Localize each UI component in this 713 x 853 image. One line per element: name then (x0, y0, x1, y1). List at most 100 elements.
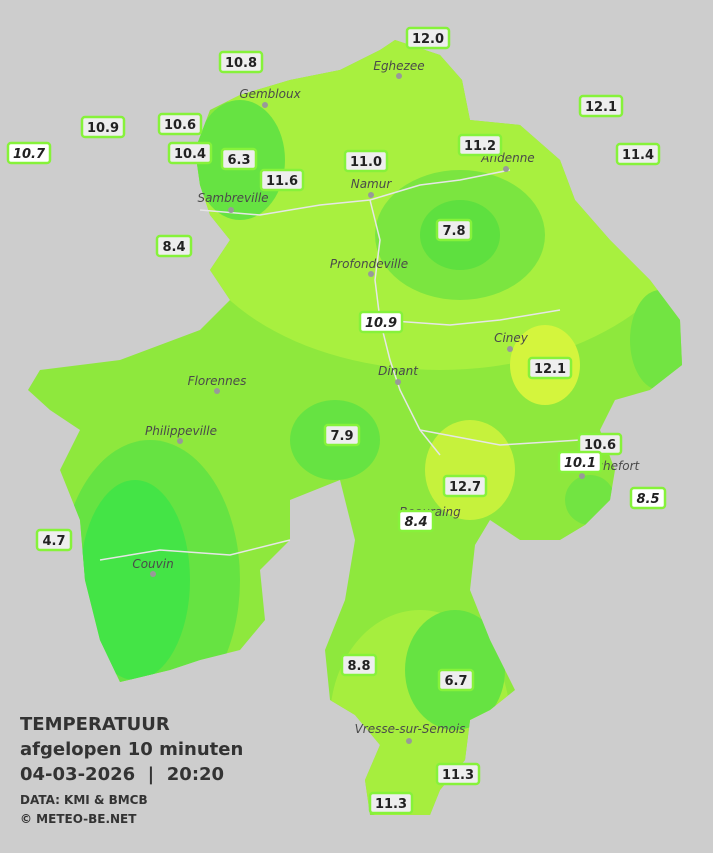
station: 12.1 (527, 356, 573, 380)
station: 11.0 (343, 149, 389, 173)
city-label: Sambreville (197, 191, 268, 205)
station: 10.4 (167, 141, 213, 165)
station: 10.6 (157, 112, 203, 136)
station-value: 10.8 (225, 56, 257, 71)
city-label: Eghezee (373, 59, 424, 73)
source: DATA: KMI & BMCB (20, 793, 148, 807)
station-value: 4.7 (42, 534, 65, 549)
station-box (405, 26, 451, 50)
station-value: 10.9 (365, 316, 397, 331)
station-box (259, 168, 305, 192)
station-value: 11.6 (266, 174, 298, 189)
station: 10.9 (358, 310, 404, 334)
station-value: 12.1 (585, 100, 617, 115)
station-box (218, 50, 264, 74)
station: 10.6 (577, 432, 623, 456)
station: 10.7 (6, 141, 52, 165)
station-value: 11.3 (442, 768, 474, 783)
station-value: 7.8 (442, 224, 465, 239)
city-label: Dinant (378, 364, 419, 378)
city-label: Gembloux (239, 87, 301, 101)
station-box (435, 762, 481, 786)
station-value: 8.4 (162, 240, 185, 255)
station-box (358, 310, 404, 334)
city-label: Ciney (494, 331, 529, 345)
station-value: 10.4 (174, 147, 206, 162)
station-value: 12.7 (449, 480, 481, 495)
station-box (340, 653, 378, 677)
title: TEMPERATUUR (20, 714, 170, 735)
city-dot (406, 738, 412, 744)
station-value: 8.4 (404, 515, 427, 530)
station: 4.7 (35, 528, 73, 552)
station: 8.8 (340, 653, 378, 677)
station-box (435, 218, 473, 242)
city-dot (395, 379, 401, 385)
station-value: 10.9 (87, 121, 119, 136)
station-box (155, 234, 193, 258)
station-value: 8.5 (636, 492, 659, 507)
station-box (629, 486, 667, 510)
subtitle: afgelopen 10 minuten (20, 739, 243, 760)
station: 10.1 (557, 450, 603, 474)
station: 11.2 (457, 133, 503, 157)
station-value: 7.9 (330, 429, 353, 444)
city-dot (214, 388, 220, 394)
city-label: Couvin (132, 557, 173, 571)
city-dot (262, 102, 268, 108)
station: 7.8 (435, 218, 473, 242)
station-value: 10.1 (564, 456, 596, 471)
station: 6.7 (437, 668, 475, 692)
station-box (80, 115, 126, 139)
station: 11.3 (435, 762, 481, 786)
station-value: 11.3 (375, 797, 407, 812)
station-box (323, 423, 361, 447)
station-box (6, 141, 52, 165)
station-value: 6.3 (227, 153, 250, 168)
station: 10.9 (80, 115, 126, 139)
city-dot (368, 192, 374, 198)
station-box (527, 356, 573, 380)
station-value: 12.0 (412, 32, 444, 47)
city-dot (150, 571, 156, 577)
station-box (457, 133, 503, 157)
station: 11.3 (368, 791, 414, 815)
station-box (442, 474, 488, 498)
station-box (167, 141, 213, 165)
station: 11.4 (615, 142, 661, 166)
station: 6.3 (220, 147, 258, 171)
station-value: 10.7 (13, 147, 46, 162)
station-box (578, 94, 624, 118)
station-box (220, 147, 258, 171)
station-box (35, 528, 73, 552)
station-value: 11.4 (622, 148, 654, 163)
city-label: Vresse-sur-Semois (355, 722, 466, 736)
city-label: Florennes (188, 374, 247, 388)
station-box (397, 509, 435, 533)
station-value: 6.7 (444, 674, 467, 689)
station: 8.4 (397, 509, 435, 533)
station-value: 10.6 (164, 118, 196, 133)
station-value: 12.1 (534, 362, 566, 377)
city-dot (396, 73, 402, 79)
city-label: Philippeville (145, 424, 217, 438)
timestamp: 04-03-2026 | 20:20 (20, 764, 224, 785)
station: 10.8 (218, 50, 264, 74)
city-dot (228, 207, 234, 213)
station-value: 11.0 (350, 155, 382, 170)
city-dot (368, 271, 374, 277)
station: 8.4 (155, 234, 193, 258)
station-box (368, 791, 414, 815)
city-dot (579, 473, 585, 479)
station-box (437, 668, 475, 692)
station: 8.5 (629, 486, 667, 510)
city-label: Namur (351, 177, 393, 191)
station: 12.1 (578, 94, 624, 118)
rivers (99, 169, 581, 561)
station-value: 10.6 (584, 438, 616, 453)
station: 12.7 (442, 474, 488, 498)
station-value: 11.2 (464, 139, 496, 154)
city-dot (503, 166, 509, 172)
